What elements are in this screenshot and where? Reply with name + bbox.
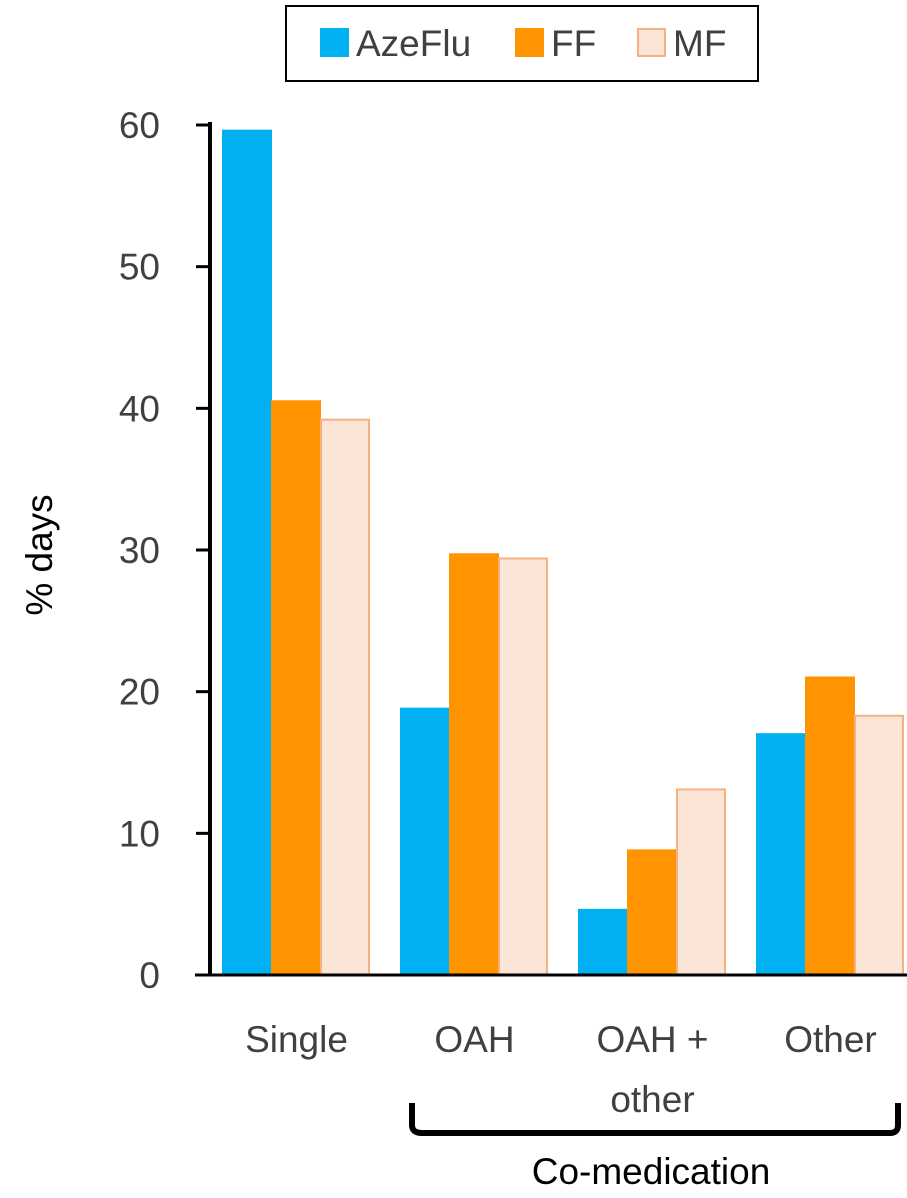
bar-mf-0 xyxy=(320,418,370,976)
legend-label-azeflu: AzeFlu xyxy=(356,23,471,64)
y-tick-label: 40 xyxy=(119,388,160,429)
y-tick-label: 50 xyxy=(119,247,160,288)
legend-swatch-mf xyxy=(637,28,666,57)
bar-ff-2 xyxy=(627,849,677,976)
y-tick-label: 20 xyxy=(119,672,160,713)
legend-label-ff: FF xyxy=(551,23,596,64)
y-axis-title: % days xyxy=(19,494,60,615)
y-tick-label: 60 xyxy=(119,105,160,146)
bar-mf-1 xyxy=(498,557,548,976)
legend-swatch-azeflu xyxy=(320,28,349,57)
x-category-label: OAH xyxy=(434,1019,514,1060)
bar-ff-1 xyxy=(449,553,499,976)
bar-azeflu-1 xyxy=(400,707,450,977)
bar-ff-0 xyxy=(271,400,321,976)
bar-mf-2 xyxy=(676,788,726,977)
legend-label-mf: MF xyxy=(673,23,726,64)
y-tick-label: 30 xyxy=(119,530,160,571)
legend-swatch-ff xyxy=(515,28,544,57)
x-category-label: Single xyxy=(245,1019,348,1060)
bars xyxy=(222,129,904,977)
y-tick-label: 10 xyxy=(119,813,160,854)
x-category-label: other xyxy=(610,1079,694,1120)
y-ticks: 0 10 20 30 40 50 60 xyxy=(119,105,210,996)
legend-items: AzeFlu FF MF xyxy=(320,23,726,64)
bar-mf-3 xyxy=(854,714,904,976)
x-category-label: OAH + xyxy=(596,1019,708,1060)
bar-ff-3 xyxy=(805,676,855,976)
y-tick-label: 0 xyxy=(139,955,160,996)
co-medication-bracket xyxy=(409,1103,901,1136)
co-medication-label: Co-medication xyxy=(532,1151,771,1192)
bar-azeflu-0 xyxy=(222,129,272,976)
legend: AzeFlu FF MF xyxy=(285,5,759,82)
bar-azeflu-3 xyxy=(756,733,806,977)
bar-azeflu-2 xyxy=(578,908,628,976)
x-category-labels: Single OAH OAH + other Other xyxy=(245,1019,877,1120)
x-category-label: Other xyxy=(784,1019,877,1060)
